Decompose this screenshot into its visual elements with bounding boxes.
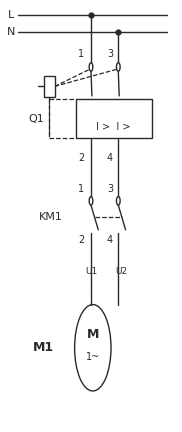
Text: 4: 4 <box>107 235 113 245</box>
Text: I >  I >: I > I > <box>96 122 131 133</box>
Bar <box>44 76 55 97</box>
Circle shape <box>89 63 93 71</box>
Text: Q1: Q1 <box>29 114 44 124</box>
Text: U1: U1 <box>85 267 97 276</box>
Text: 2: 2 <box>78 235 84 245</box>
Text: KM1: KM1 <box>39 212 63 222</box>
Text: 1: 1 <box>78 49 84 59</box>
Bar <box>76 99 152 138</box>
Text: L: L <box>8 10 14 20</box>
Text: M: M <box>87 328 99 341</box>
Circle shape <box>116 63 120 71</box>
Text: U2: U2 <box>115 267 127 276</box>
Text: 4: 4 <box>107 153 113 163</box>
Text: 3: 3 <box>107 184 113 194</box>
Text: 1: 1 <box>78 184 84 194</box>
Text: 1~: 1~ <box>86 352 100 362</box>
Circle shape <box>89 197 93 205</box>
Text: M1: M1 <box>33 341 54 354</box>
Circle shape <box>116 197 120 205</box>
Text: N: N <box>7 27 15 38</box>
Text: 2: 2 <box>78 153 84 163</box>
Text: 3: 3 <box>107 49 113 59</box>
